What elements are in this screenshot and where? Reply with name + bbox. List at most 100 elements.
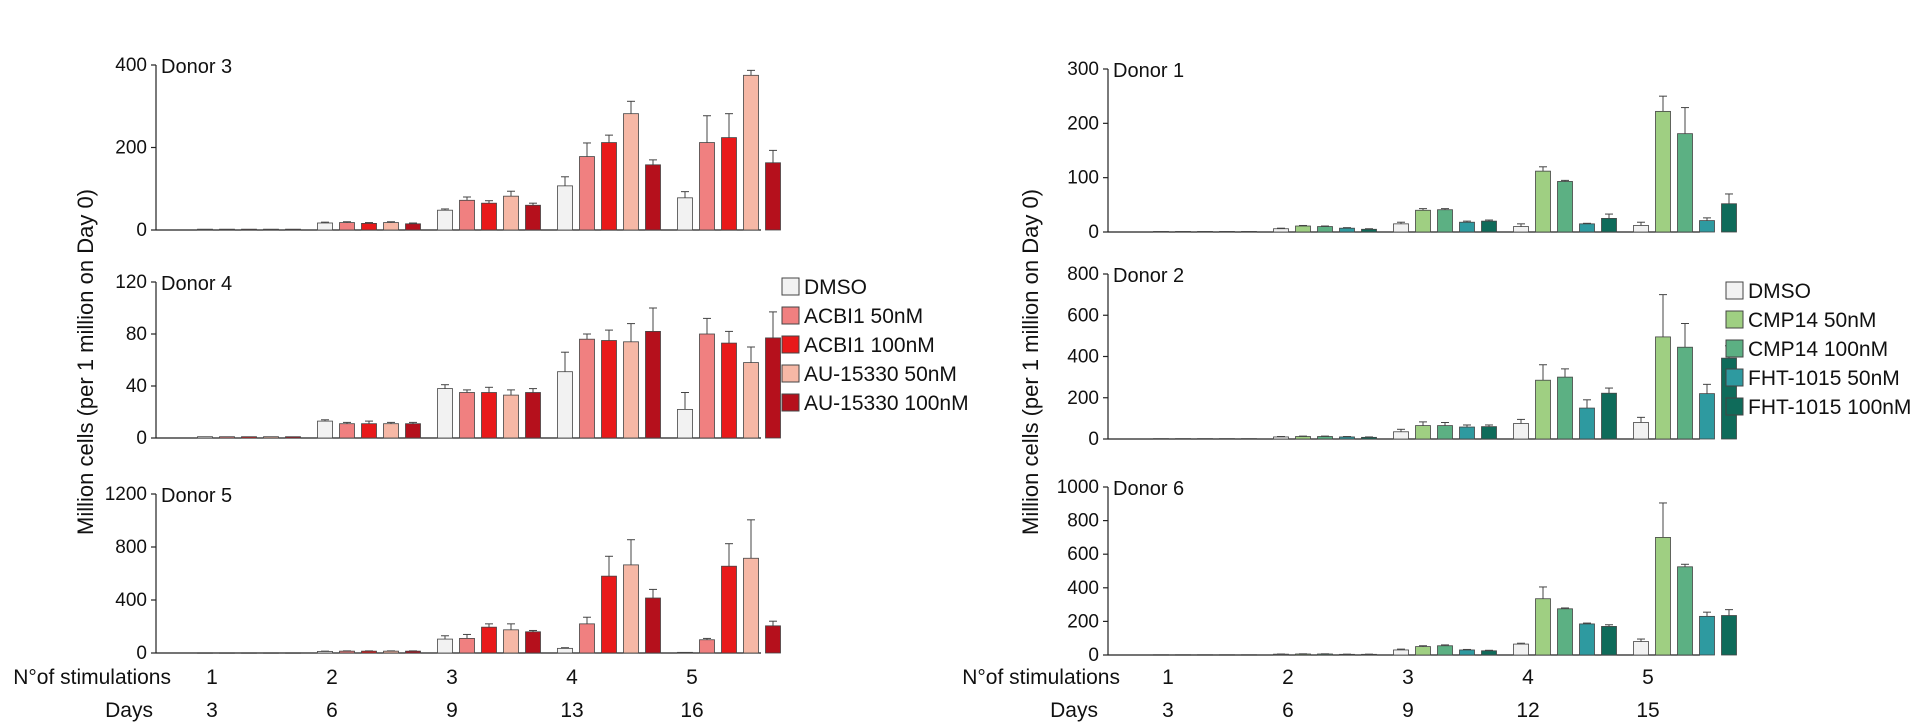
y-tick-label: 800 <box>1067 511 1099 532</box>
bar <box>699 333 715 439</box>
bar <box>1219 654 1235 656</box>
bar <box>481 626 497 654</box>
stimulation-count-label: 2 <box>326 666 338 689</box>
bar <box>601 340 617 439</box>
stimulation-count-label: 5 <box>1642 666 1654 689</box>
stimulation-count-label: 1 <box>1162 666 1174 689</box>
bar <box>317 420 333 439</box>
bar <box>1415 425 1431 440</box>
bar <box>525 631 541 654</box>
bar <box>765 162 781 231</box>
y-tick-label: 0 <box>136 220 147 241</box>
y-tick-label: 0 <box>1088 645 1099 666</box>
day-label: 9 <box>446 699 458 722</box>
bar <box>677 651 693 654</box>
stimulation-count-label: 2 <box>1282 666 1294 689</box>
bar <box>1481 650 1497 656</box>
bar <box>1721 203 1737 233</box>
bar <box>1513 423 1529 440</box>
bar <box>317 651 333 654</box>
bar <box>1153 438 1169 440</box>
legend-label: CMP14 100nM <box>1748 338 1888 361</box>
bar <box>1339 436 1355 440</box>
bar <box>743 74 759 231</box>
bar <box>1361 228 1377 233</box>
bar <box>721 342 737 439</box>
panel-donor-2: Donor 2 0 200 400 600 800 DMSO CMP14 50nM CMP14 … <box>1067 264 1911 450</box>
bar <box>601 575 617 654</box>
bar <box>383 222 399 231</box>
legend-swatch <box>1725 397 1744 416</box>
bar <box>677 408 693 439</box>
bar <box>219 652 235 654</box>
bar <box>1699 220 1715 233</box>
legend-swatch <box>1725 281 1744 300</box>
day-label: 3 <box>1162 699 1174 722</box>
bar <box>405 223 421 231</box>
bar <box>1393 431 1409 440</box>
bar <box>1241 438 1257 440</box>
bar <box>1699 615 1715 656</box>
panel-donor-1: Donor 1 0 100 200 300 <box>1067 59 1737 243</box>
legend-swatch <box>1725 368 1744 387</box>
bar <box>503 195 519 231</box>
bar <box>699 142 715 231</box>
bar <box>1633 225 1649 233</box>
bar <box>1721 615 1737 656</box>
bar <box>219 228 235 231</box>
y-tick-label: 80 <box>126 324 147 345</box>
bar <box>743 362 759 439</box>
bar <box>623 341 639 439</box>
bar <box>1513 643 1529 656</box>
panel-title: Donor 4 <box>161 273 232 295</box>
bar <box>1361 436 1377 440</box>
bar <box>1579 623 1595 656</box>
bar <box>525 204 541 231</box>
bar <box>1557 181 1573 233</box>
bar <box>1513 226 1529 233</box>
bar <box>1459 221 1475 233</box>
bar <box>1481 426 1497 440</box>
y-tick-label: 100 <box>1067 168 1099 189</box>
y-tick-label: 200 <box>1067 388 1099 409</box>
bar <box>459 392 475 439</box>
bar <box>263 228 279 231</box>
legend-swatch <box>781 393 800 412</box>
y-tick-label: 0 <box>136 428 147 449</box>
bar <box>1655 110 1671 233</box>
bar <box>437 388 453 439</box>
bar <box>1339 227 1355 233</box>
bar <box>1219 231 1235 233</box>
stimulation-count-label: 4 <box>1522 666 1534 689</box>
bar <box>263 436 279 439</box>
shared-labels: Million cells (per 1 million on Day 0) M… <box>13 189 1120 722</box>
bar <box>361 423 377 439</box>
legend-label: DMSO <box>1748 280 1811 303</box>
bar <box>1601 218 1617 233</box>
bar <box>1459 426 1475 440</box>
bar <box>459 199 475 231</box>
day-label: 6 <box>326 699 338 722</box>
bar <box>699 639 715 654</box>
bar <box>339 650 355 654</box>
bar <box>1655 537 1671 656</box>
bar <box>677 197 693 231</box>
stimulations-row-label-left: N°of stimulations <box>13 666 171 689</box>
bar <box>241 436 257 439</box>
bar <box>1153 654 1169 656</box>
bar <box>1633 641 1649 656</box>
bar <box>437 209 453 231</box>
y-tick-label: 200 <box>1067 113 1099 134</box>
bar <box>1677 566 1693 656</box>
bar <box>1437 645 1453 656</box>
y-tick-label: 800 <box>1067 264 1099 285</box>
bar <box>1677 133 1693 233</box>
bar <box>765 625 781 654</box>
bar <box>1415 209 1431 233</box>
day-label: 3 <box>206 699 218 722</box>
bar <box>1317 226 1333 233</box>
bar <box>339 222 355 231</box>
stimulation-count-label: 4 <box>566 666 578 689</box>
bar <box>557 185 573 231</box>
